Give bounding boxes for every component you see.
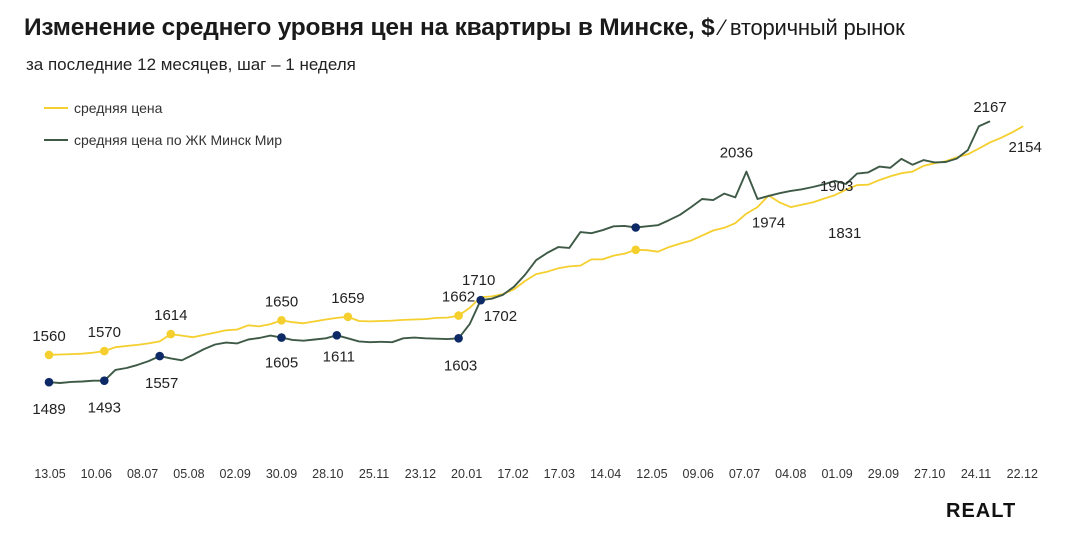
x-tick-label: 08.07 <box>127 467 158 481</box>
legend-label-minsk-mir: средняя цена по ЖК Минск Мир <box>74 132 282 148</box>
data-point-marker <box>343 312 353 322</box>
x-tick-label: 14.04 <box>590 467 621 481</box>
data-label: 1603 <box>444 357 477 374</box>
data-label: 2036 <box>720 145 753 162</box>
x-tick-label: 23.12 <box>405 467 436 481</box>
x-tick-label: 13.05 <box>34 467 65 481</box>
data-label: 1702 <box>484 308 517 325</box>
x-tick-label: 28.10 <box>312 467 343 481</box>
data-label: 1650 <box>265 293 298 310</box>
x-tick-label: 01.09 <box>821 467 852 481</box>
data-point-marker <box>100 376 109 386</box>
data-point-marker <box>631 223 640 232</box>
data-point-marker <box>100 346 109 356</box>
data-point-marker <box>476 295 486 305</box>
data-point-marker <box>332 331 342 340</box>
x-tick-label: 02.09 <box>220 467 251 481</box>
x-tick-label: 05.08 <box>173 467 204 481</box>
data-point-marker <box>277 316 286 325</box>
chart-title: Изменение среднего уровня цен на квартир… <box>24 14 905 42</box>
data-point-marker <box>454 311 463 320</box>
data-label: 1560 <box>32 328 65 345</box>
x-tick-label: 29.09 <box>868 467 899 481</box>
x-tick-label: 27.10 <box>914 467 945 481</box>
data-label: 1605 <box>265 355 298 372</box>
chart-legend: средняя цена средняя цена по ЖК Минск Ми… <box>44 100 282 148</box>
x-tick-label: 25.11 <box>359 467 389 481</box>
x-tick-label: 09.06 <box>683 467 714 481</box>
realt-logo: REALT <box>946 500 1017 522</box>
data-point-marker <box>44 377 54 387</box>
data-label: 1974 <box>752 215 785 232</box>
free-data-label: 1831 <box>828 225 861 242</box>
data-label: 2154 <box>1009 139 1042 156</box>
series-line-minsk-mir <box>48 120 991 384</box>
x-tick-label: 30.09 <box>266 467 297 481</box>
x-tick-label: 20.01 <box>451 467 482 481</box>
data-point-marker <box>155 351 164 361</box>
data-point-marker <box>166 329 176 339</box>
data-point-marker <box>44 350 54 360</box>
data-label: 1570 <box>88 324 121 341</box>
free-data-label: 1903 <box>820 178 853 195</box>
data-label: 2167 <box>973 99 1006 116</box>
data-label: 1493 <box>88 400 121 417</box>
data-label: 1489 <box>32 401 65 418</box>
x-tick-label: 17.03 <box>544 467 575 481</box>
data-label: 1614 <box>154 307 187 324</box>
x-tick-label: 12.05 <box>636 467 667 481</box>
chart-title-main: Изменение среднего уровня цен на квартир… <box>24 14 715 41</box>
data-label: 1710 <box>462 272 495 289</box>
x-tick-label: 07.07 <box>729 467 760 481</box>
legend-label-average-price: средняя цена <box>74 100 163 116</box>
data-point-marker <box>454 334 463 343</box>
chart-subtitle: за последние 12 месяцев, шаг – 1 неделя <box>26 55 356 74</box>
x-tick-label: 04.08 <box>775 467 806 481</box>
data-label: 1557 <box>145 375 178 392</box>
data-label: 1611 <box>323 348 355 365</box>
data-label: 1659 <box>331 290 364 307</box>
data-label: 1662 <box>442 289 475 306</box>
x-tick-label: 10.06 <box>81 467 112 481</box>
data-point-marker <box>277 333 286 342</box>
series-line-average-price <box>48 125 1024 356</box>
data-point-marker <box>631 245 640 255</box>
chart-title-suffix: ⁄ вторичный рынок <box>714 15 905 40</box>
x-tick-label: 17.02 <box>497 467 528 481</box>
x-tick-label: 24.11 <box>961 467 991 481</box>
x-tick-label: 22.12 <box>1007 467 1038 481</box>
